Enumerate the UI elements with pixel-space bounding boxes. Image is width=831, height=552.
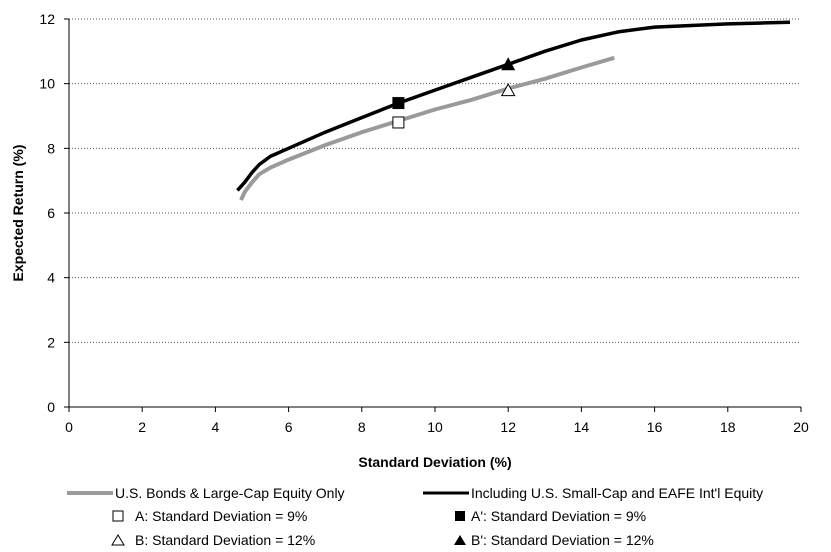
legend-marker-open-triangle [111,534,125,546]
x-tick-label: 12 [500,419,516,435]
x-tick-label: 0 [65,419,73,435]
x-tick-label: 8 [358,419,366,435]
y-tick-label: 2 [47,334,55,350]
x-tick-labels: 0 2 4 6 8 10 12 14 16 18 20 [65,407,809,435]
x-tick-label: 6 [285,419,293,435]
x-tick-label: 20 [793,419,809,435]
x-tick-label: 18 [720,419,736,435]
y-tick-label: 12 [39,11,55,27]
legend-marker-filled-triangle [454,535,466,545]
x-tick-label: 10 [427,419,443,435]
gridlines [69,18,801,343]
y-axis-title: Expected Return (%) [10,145,26,282]
legend: U.S. Bonds & Large-Cap Equity Only Inclu… [67,485,763,548]
legend-label-b: B: Standard Deviation = 12% [135,532,315,548]
y-tick-labels: 0 2 4 6 8 10 12 [39,11,69,415]
point-open-triangle [500,83,516,97]
x-tick-label: 2 [138,419,146,435]
x-tick-label: 16 [647,419,663,435]
highlight-points [392,57,516,129]
legend-label-a-prime: A': Standard Deviation = 9% [471,508,646,524]
legend-label-b-prime: B': Standard Deviation = 12% [471,532,654,548]
x-tick-label: 4 [212,419,220,435]
x-axis-title: Standard Deviation (%) [358,454,511,470]
y-tick-label: 10 [39,76,55,92]
point-open-square [392,116,405,129]
y-tick-label: 4 [47,270,55,286]
y-tick-label: 0 [47,399,55,415]
y-tick-label: 6 [47,205,55,221]
series-line-bonds-largecap [239,55,615,201]
y-tick-label: 8 [47,140,55,156]
legend-marker-filled-square [455,511,465,521]
series-lines [236,20,791,201]
x-tick-label: 14 [574,419,590,435]
point-filled-triangle [501,57,516,71]
legend-label-a: A: Standard Deviation = 9% [135,508,307,524]
series-line-including-smallcap [236,20,791,192]
point-filled-square [392,97,405,110]
legend-label-bonds-largecap: U.S. Bonds & Large-Cap Equity Only [115,485,345,501]
legend-marker-open-square [112,510,124,522]
legend-label-including-smallcap: Including U.S. Small-Cap and EAFE Int'l … [471,485,763,501]
